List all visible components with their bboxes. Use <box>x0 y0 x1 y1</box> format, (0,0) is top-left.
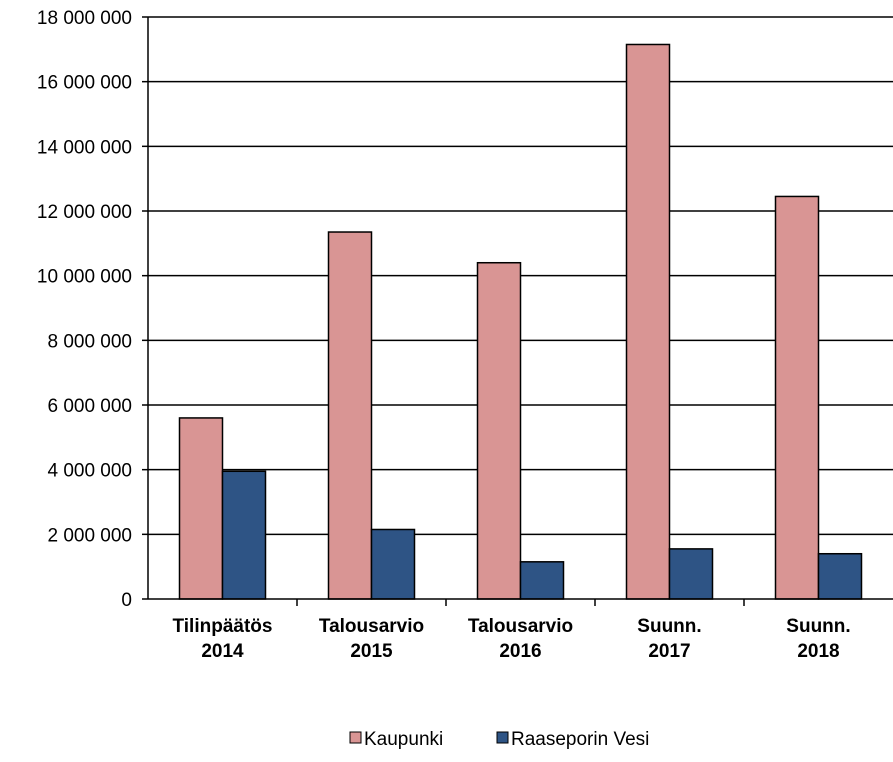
bars <box>178 43 863 600</box>
y-tick-label: 8 000 000 <box>47 331 132 352</box>
bar-kaupunki <box>327 231 373 600</box>
legend-swatch <box>496 731 509 744</box>
category-labels: Tilinpäätös 2014 Talousarvio 2015 Talousarvi… <box>173 616 851 662</box>
legend-label: Raaseporin Vesi <box>511 729 649 750</box>
legend-swatch <box>349 731 362 744</box>
legend-label: Kaupunki <box>364 729 443 750</box>
y-tick-label: 2 000 000 <box>47 525 132 546</box>
y-tick-label: 18 000 000 <box>37 8 132 29</box>
y-tick-label: 6 000 000 <box>47 396 132 417</box>
x-category-label: 2018 <box>797 641 839 662</box>
x-category-label: Tilinpäätös <box>173 616 273 637</box>
legend: Kaupunki Raaseporin Vesi <box>349 729 649 750</box>
bar-raaseporin-vesi <box>519 561 565 600</box>
y-tick-label: 14 000 000 <box>37 137 132 158</box>
bar-kaupunki <box>625 43 671 600</box>
bar-raaseporin-vesi <box>668 548 714 600</box>
y-tick-label: 12 000 000 <box>37 202 132 223</box>
bar-kaupunki <box>476 261 522 600</box>
x-category-label: 2014 <box>201 641 244 662</box>
bar-kaupunki <box>774 195 820 600</box>
y-tick-labels: 0 2 000 000 4 000 000 6 000 000 8 000 000 10 … <box>37 8 132 611</box>
y-tick-label: 16 000 000 <box>37 73 132 94</box>
x-category-label: Talousarvio <box>468 616 573 637</box>
x-category-label: Suunn. <box>786 616 850 637</box>
y-tick-label: 4 000 000 <box>47 461 132 482</box>
x-category-label: Suunn. <box>637 616 701 637</box>
bar-raaseporin-vesi <box>370 528 416 600</box>
bar-raaseporin-vesi <box>817 552 863 600</box>
axes <box>142 16 893 606</box>
x-category-label: 2016 <box>499 641 541 662</box>
y-tick-label: 10 000 000 <box>37 267 132 288</box>
y-tick-label: 0 <box>121 590 132 611</box>
bar-kaupunki <box>178 417 224 600</box>
bar-raaseporin-vesi <box>221 470 267 600</box>
x-category-label: 2017 <box>648 641 690 662</box>
x-category-label: Talousarvio <box>319 616 424 637</box>
x-category-label: 2015 <box>350 641 393 662</box>
